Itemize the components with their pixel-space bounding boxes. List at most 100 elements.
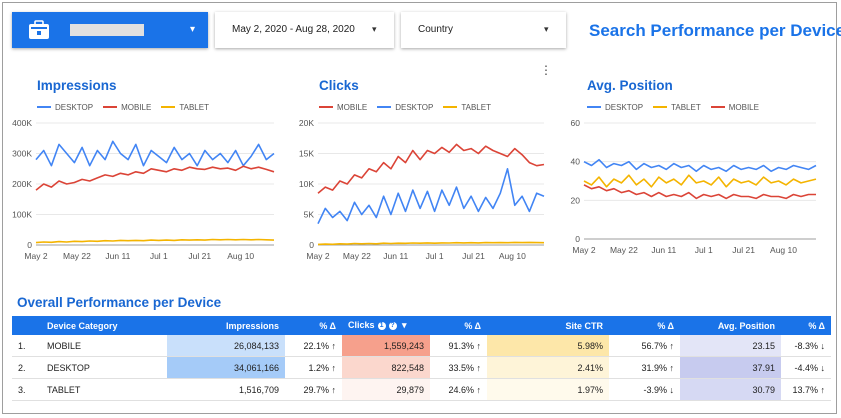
col-header-impressions[interactable]: Impressions xyxy=(167,316,285,335)
performance-table: Device Category Impressions % Δ Clicks 1?… xyxy=(12,316,831,401)
ctr-cell: 1.97% xyxy=(487,378,609,401)
country-filter[interactable]: Country ▾ xyxy=(401,12,566,48)
y-tick-label: 100K xyxy=(12,210,32,220)
col-header-device[interactable]: Device Category xyxy=(41,316,167,335)
sort-desc-icon: ▾ xyxy=(402,320,407,330)
y-tick-label: 60 xyxy=(571,118,581,128)
x-tick-label: May 22 xyxy=(63,251,91,261)
legend-swatch xyxy=(443,106,458,108)
col-header-ctr-delta[interactable]: % Δ xyxy=(609,316,680,335)
ctr-cell: 5.98% xyxy=(487,335,609,357)
x-tick-label: Aug 10 xyxy=(227,251,254,261)
impressions-chart: 0 100K 200K 300K 400K May 2 May 22 Jun 11 Jul 1 J… xyxy=(12,118,275,261)
series-line-tablet xyxy=(583,174,817,188)
col-header-site-ctr[interactable]: Site CTR xyxy=(487,316,609,335)
avg-position-chart: 0 20 40 60 May 2 May 22 Jun 11 Jul 1 Jul 21 Aug 1… xyxy=(571,118,817,255)
report-frame xyxy=(2,2,837,414)
device-cell: MOBILE xyxy=(41,335,167,357)
avg-position-cell: 23.15 xyxy=(680,335,781,357)
col-header-impressions-delta[interactable]: % Δ xyxy=(285,316,342,335)
clicks-chart: 0 5K 10K 15K 20K May 2 May 22 Jun 11 Jul 1 Jul 21… xyxy=(299,118,545,261)
chevron-down-icon: ▾ xyxy=(372,24,377,34)
x-tick-label: Aug 10 xyxy=(499,251,526,261)
y-tick-label: 0 xyxy=(27,240,32,250)
col-header-clicks-delta[interactable]: % Δ xyxy=(430,316,487,335)
chevron-down-icon: ▾ xyxy=(544,24,549,34)
legend-item-tablet: TABLET xyxy=(161,103,209,112)
legend-label: TABLET xyxy=(179,102,209,112)
legend-label: TABLET xyxy=(671,102,701,112)
series-line-tablet xyxy=(317,241,545,246)
data-source-name-redacted xyxy=(70,24,144,36)
legend-label: DESKTOP xyxy=(605,102,644,112)
table-row: 3. TABLET 1,516,709 29.7% ↑ 29,879 24.6%… xyxy=(12,378,831,401)
series-line-desktop xyxy=(583,158,817,173)
impressions-delta-cell: 1.2% ↑ xyxy=(285,356,342,379)
x-tick-label: Jul 21 xyxy=(462,251,485,261)
series-line-desktop xyxy=(317,167,545,225)
table-row: 2. DESKTOP 34,061,166 1.2% ↑ 822,548 33.… xyxy=(12,356,831,379)
legend-item-tablet: TABLET xyxy=(443,103,491,112)
y-tick-label: 20 xyxy=(571,195,581,205)
legend-swatch xyxy=(587,106,601,108)
data-source-selector[interactable]: ▾ xyxy=(12,12,208,48)
position-delta-cell: 13.7% ↑ xyxy=(781,378,831,401)
help-icon[interactable]: ? xyxy=(388,321,397,330)
col-header-clicks[interactable]: Clicks 1? ▾ xyxy=(342,316,430,335)
y-tick-label: 20K xyxy=(299,118,314,128)
legend-swatch xyxy=(653,106,668,108)
legend-item-mobile: MOBILE xyxy=(103,103,151,112)
row-index: 2. xyxy=(12,356,41,379)
legend-swatch xyxy=(319,106,333,108)
legend-label: MOBILE xyxy=(337,102,368,112)
more-options-icon[interactable]: ⋮ xyxy=(540,63,552,77)
y-tick-label: 300K xyxy=(12,149,32,159)
page-title: Search Performance per Device xyxy=(589,21,841,40)
y-tick-label: 10K xyxy=(299,179,314,189)
ctr-delta-cell: 56.7% ↑ xyxy=(609,335,680,357)
x-tick-label: Jun 11 xyxy=(105,251,130,261)
legend-item-tablet: TABLET xyxy=(653,103,701,112)
x-tick-label: May 22 xyxy=(343,251,371,261)
x-tick-label: Jul 1 xyxy=(426,251,444,261)
legend-item-mobile: MOBILE xyxy=(319,103,367,112)
x-tick-label: Jul 1 xyxy=(695,245,713,255)
legend-label: MOBILE xyxy=(121,102,152,112)
legend-swatch xyxy=(37,106,51,108)
clicks-cell: 822,548 xyxy=(342,356,430,379)
x-tick-label: Jun 11 xyxy=(383,251,408,261)
col-header-clicks-label: Clicks xyxy=(348,320,375,330)
clicks-delta-cell: 91.3% ↑ xyxy=(430,335,487,357)
series-line-desktop xyxy=(35,140,275,167)
legend-item-desktop: DESKTOP xyxy=(587,103,643,112)
clicks-delta-cell: 33.5% ↑ xyxy=(430,356,487,379)
legend-label: DESKTOP xyxy=(55,102,94,112)
legend-item-desktop: DESKTOP xyxy=(37,103,93,112)
row-index: 3. xyxy=(12,378,41,401)
legend-label: DESKTOP xyxy=(395,102,434,112)
col-header-avg-position[interactable]: Avg. Position xyxy=(680,316,781,335)
impressions-cell: 34,061,166 xyxy=(167,356,285,379)
device-cell: DESKTOP xyxy=(41,356,167,379)
position-delta-cell: -4.4% ↓ xyxy=(781,356,831,379)
table-header-row: Device Category Impressions % Δ Clicks 1?… xyxy=(12,316,831,335)
x-tick-label: Jun 11 xyxy=(651,245,676,255)
x-tick-label: Aug 10 xyxy=(770,245,797,255)
series-line-mobile xyxy=(35,165,275,191)
ctr-delta-cell: 31.9% ↑ xyxy=(609,356,680,379)
info-icon[interactable]: 1 xyxy=(377,321,386,330)
x-tick-label: May 2 xyxy=(306,251,329,261)
chart-legend-clicks: MOBILE DESKTOP TABLET xyxy=(319,101,501,112)
chart-legend-avg-position: DESKTOP TABLET MOBILE xyxy=(587,101,769,112)
y-tick-label: 15K xyxy=(299,149,314,159)
col-header-position-delta[interactable]: % Δ xyxy=(781,316,831,335)
clicks-cell: 1,559,243 xyxy=(342,335,430,357)
clicks-cell: 29,879 xyxy=(342,378,430,401)
date-range-selector[interactable]: May 2, 2020 - Aug 28, 2020 ▾ xyxy=(215,12,394,48)
x-tick-label: Jul 21 xyxy=(188,251,211,261)
chart-title-impressions: Impressions xyxy=(37,78,117,93)
avg-position-cell: 37.91 xyxy=(680,356,781,379)
impressions-cell: 26,084,133 xyxy=(167,335,285,357)
chart-title-clicks: Clicks xyxy=(319,78,359,93)
series-line-mobile xyxy=(583,184,816,200)
